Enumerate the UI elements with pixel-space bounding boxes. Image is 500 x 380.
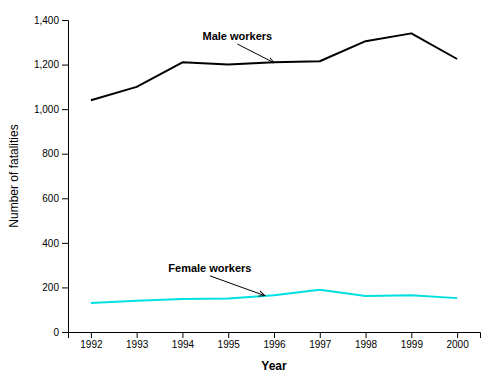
annotation: Male workers [203,30,273,42]
tick-mark [366,332,367,338]
tick-mark [62,243,68,244]
tick-label: 600 [42,193,59,204]
tick-mark [274,332,275,338]
y-axis-line [62,21,69,333]
tick-label: 1,000 [34,104,59,115]
tick: 400 [42,238,68,249]
tick: 1997 [309,332,332,350]
y-axis: 0 200 400 600 800 1,000 1,200 1,400 [34,15,69,338]
tick-mark [62,109,68,110]
tick-label: 1997 [309,339,332,350]
tick-label: 1992 [80,339,103,350]
tick-mark [62,65,68,66]
tick: 1992 [80,332,103,350]
tick: 600 [42,193,68,204]
chart: 1992 1993 1994 1995 1996 1997 1998 1999 2000 0 200… [0,0,500,380]
tick: 800 [42,148,68,159]
annotations: Male workers Female workers [168,30,274,296]
tick: 1995 [218,332,241,350]
tick-label: 1994 [172,339,195,350]
tick-label: 1,400 [34,15,59,26]
line [91,33,457,100]
tick-label: 1,200 [34,59,59,70]
tick: 0 [53,327,68,338]
series-group [91,33,457,303]
y-axis-title: Number of fatalities [7,124,21,227]
tick-mark [62,287,68,288]
x-axis-line [69,333,481,339]
tick: 1,200 [34,59,68,70]
tick-mark [62,154,68,155]
tick-label: 400 [42,238,59,249]
line [91,290,457,303]
tick-label: 200 [42,282,59,293]
tick-label: 1995 [218,339,241,350]
annotation: Female workers [168,262,251,274]
tick-label: 1993 [126,339,149,350]
annotation-arrow [210,276,265,296]
tick-mark [228,332,229,338]
tick: 2000 [446,332,469,350]
x-axis: 1992 1993 1994 1995 1996 1997 1998 1999 2000 [69,332,481,350]
tick-mark [62,198,68,199]
annotation-arrow [237,44,274,63]
tick-mark [182,332,183,338]
tick-mark [411,332,412,338]
tick: 1,400 [34,15,68,26]
tick-label: 800 [42,148,59,159]
tick-mark [91,332,92,338]
tick: 1994 [172,332,195,350]
tick: 1996 [263,332,286,350]
tick: 200 [42,282,68,293]
tick: 1993 [126,332,149,350]
tick-mark [62,332,68,333]
tick-label: 0 [53,327,59,338]
tick-mark [62,20,68,21]
tick: 1998 [355,332,378,350]
tick-mark [320,332,321,338]
x-axis-title: Year [261,359,287,373]
tick: 1,000 [34,104,68,115]
tick-mark [137,332,138,338]
tick: 1999 [401,332,424,350]
tick-mark [457,332,458,338]
plot: 1992 1993 1994 1995 1996 1997 1998 1999 2000 0 200… [7,15,481,373]
tick-label: 1999 [401,339,424,350]
tick-label: 1998 [355,339,378,350]
tick-label: 2000 [446,339,469,350]
tick-label: 1996 [263,339,286,350]
